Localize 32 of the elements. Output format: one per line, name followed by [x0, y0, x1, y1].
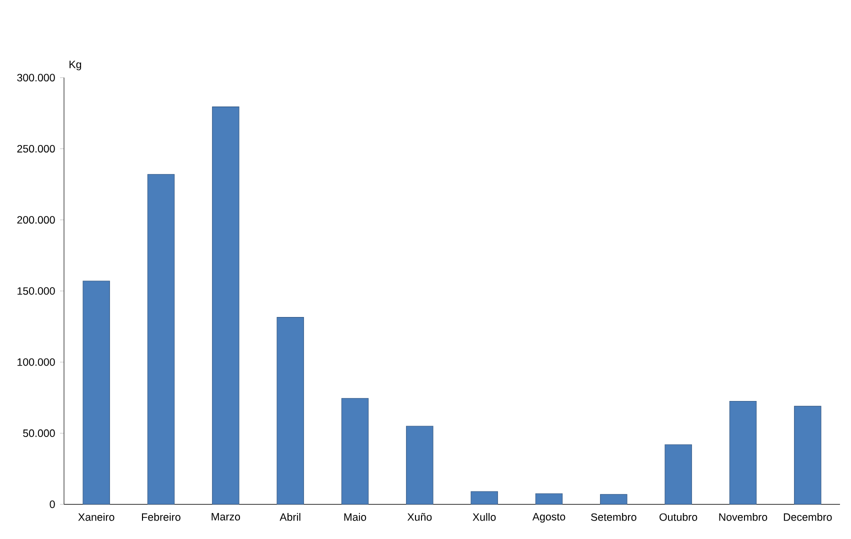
bar	[276, 317, 304, 504]
bar	[794, 406, 822, 504]
x-tick-label: Novembro	[719, 513, 768, 521]
y-tick-label: 100.000	[18, 358, 55, 366]
bar	[471, 492, 498, 504]
bar	[406, 426, 434, 504]
x-tick-label: Abril	[280, 513, 300, 521]
x-tick-label: Xaneiro	[78, 513, 114, 521]
y-tick-label: 300.000	[17, 74, 55, 82]
bar	[82, 280, 110, 504]
y-tick-label: 0	[50, 500, 55, 508]
y-axis-title: Kg	[70, 60, 82, 70]
bar	[341, 398, 369, 504]
x-tick-label: Decembro	[784, 513, 832, 521]
bar	[147, 174, 175, 504]
bar	[600, 494, 627, 504]
y-tick-label: 150.000	[18, 287, 55, 295]
x-tick-label: Agosto	[532, 513, 566, 523]
x-tick-label: Marzo	[212, 513, 240, 520]
bar	[729, 400, 757, 504]
y-tick-label: 250.000	[17, 144, 55, 153]
x-tick-label: Febreiro	[142, 513, 180, 521]
y-tick-label: 50.000	[23, 429, 55, 437]
x-tick-label: Xullo	[472, 513, 496, 521]
x-tick-label: Outubro	[660, 513, 698, 521]
bar	[536, 494, 562, 504]
bar	[212, 106, 240, 504]
x-tick-label: Maio	[344, 513, 366, 521]
x-tick-label: Xuño	[407, 513, 432, 521]
y-tick-label: 200.000	[17, 216, 55, 224]
x-tick-label: Setembro	[591, 513, 636, 521]
bar	[664, 444, 692, 504]
